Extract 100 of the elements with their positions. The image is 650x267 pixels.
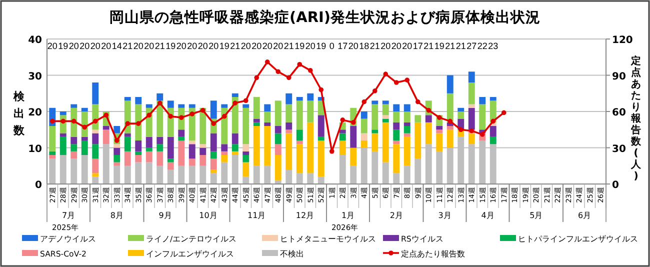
annotation: 14 <box>112 41 122 51</box>
y-tick-label: 20 <box>28 108 42 118</box>
bar <box>264 166 271 184</box>
annotation: 20 <box>208 41 219 51</box>
bar <box>468 82 475 104</box>
bar <box>70 158 78 184</box>
bar <box>124 97 131 101</box>
point <box>308 68 313 73</box>
bar <box>221 155 228 162</box>
bar <box>382 122 389 162</box>
text: 8月 <box>110 211 124 220</box>
bar <box>296 140 303 144</box>
bar <box>360 133 368 140</box>
bar <box>200 155 206 166</box>
bar <box>286 130 292 134</box>
bar <box>200 144 206 148</box>
text: 1月 <box>341 211 355 220</box>
bar <box>286 104 292 122</box>
point <box>394 80 399 85</box>
bar <box>81 155 88 184</box>
annotation: 20 <box>240 41 251 51</box>
bar <box>81 140 88 155</box>
point <box>146 112 152 118</box>
annotation: 23 <box>488 41 498 51</box>
bar <box>49 126 56 152</box>
bar <box>242 162 250 177</box>
bar <box>307 122 314 174</box>
point <box>372 88 378 94</box>
bar <box>210 170 217 174</box>
bar <box>350 148 357 166</box>
bar <box>60 136 66 155</box>
bar <box>490 97 496 101</box>
annotation: 19 <box>219 41 230 51</box>
bar <box>296 97 303 101</box>
point <box>340 118 346 122</box>
bar <box>286 122 292 130</box>
bar <box>372 100 378 104</box>
bar <box>318 136 324 140</box>
point <box>243 98 248 104</box>
bar <box>188 140 196 144</box>
bar <box>350 126 357 148</box>
point <box>350 120 356 125</box>
bar <box>221 104 228 108</box>
bar <box>393 112 400 122</box>
bar <box>436 126 443 130</box>
point <box>157 100 162 106</box>
bar <box>253 166 260 184</box>
bar <box>188 104 196 108</box>
bar <box>49 151 56 155</box>
bar <box>253 97 260 119</box>
text: 定点あたり報告数(人) <box>631 56 641 182</box>
bar <box>178 166 185 184</box>
bar <box>156 151 164 166</box>
bar <box>425 122 432 144</box>
bar <box>404 136 410 166</box>
annotation: 22 <box>477 41 488 51</box>
bar <box>60 112 66 116</box>
annotation: 20 <box>187 41 198 51</box>
bar <box>92 158 99 174</box>
bar <box>393 122 400 130</box>
bar <box>468 72 475 82</box>
annotation: 21 <box>284 41 294 51</box>
point <box>264 60 270 64</box>
bar <box>81 136 88 140</box>
bar <box>92 176 99 184</box>
y2-tick-label: 30 <box>612 144 626 155</box>
bar <box>490 136 496 144</box>
bar <box>253 122 260 126</box>
bar <box>468 108 475 130</box>
text: 10月 <box>199 211 218 220</box>
chart-title: 岡山県の急性呼吸器感染症(ARI)発生状況および病原体検出状況 <box>109 8 541 26</box>
point <box>415 99 420 104</box>
bar <box>210 100 217 119</box>
bar <box>242 155 250 162</box>
point <box>329 148 334 154</box>
bar <box>167 162 174 170</box>
point <box>501 110 506 116</box>
bar <box>60 133 66 137</box>
point <box>276 69 281 74</box>
point <box>383 72 388 76</box>
bar <box>178 104 185 108</box>
annotation: 20 <box>68 41 79 51</box>
bar <box>425 115 432 122</box>
y-tick-label: 10 <box>28 144 42 155</box>
point <box>490 118 496 124</box>
bar <box>458 112 464 119</box>
bar <box>468 133 475 144</box>
point <box>178 115 184 120</box>
annotation: 21 <box>122 41 133 51</box>
annotation: 20 <box>47 41 58 51</box>
point <box>71 118 76 124</box>
annotation: 20 <box>273 41 284 51</box>
point <box>92 118 98 124</box>
bar <box>393 104 400 112</box>
bar <box>393 130 400 140</box>
point <box>297 62 302 67</box>
annotation: 20 <box>198 41 208 51</box>
bar <box>81 108 88 112</box>
annotation: 20 <box>402 41 412 51</box>
annotation: 20 <box>380 41 391 51</box>
